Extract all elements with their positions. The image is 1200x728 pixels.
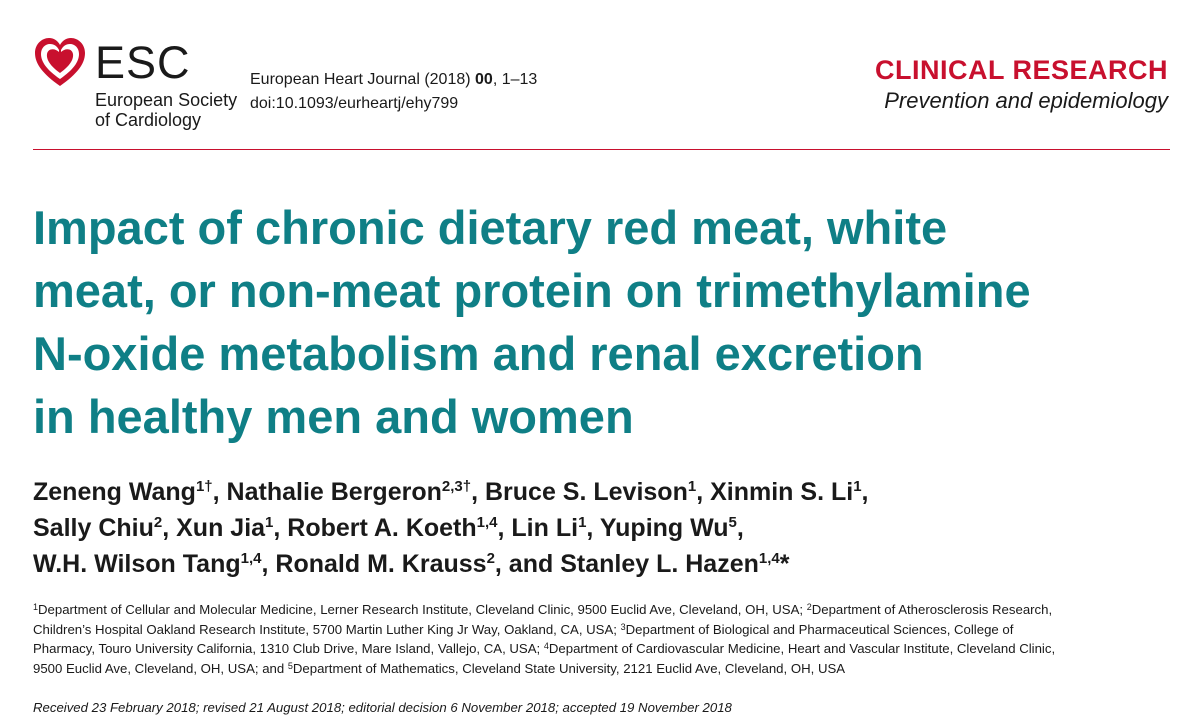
affiliation-text: Department of Biological and Pharmaceuti… xyxy=(625,621,1014,637)
author-separator: , xyxy=(162,514,177,542)
author-name[interactable]: Stanley L. Hazen xyxy=(560,550,759,578)
author-separator: , xyxy=(736,514,744,542)
section-heading: CLINICAL RESEARCH xyxy=(874,55,1168,85)
esc-society-line-1: European Society xyxy=(95,90,238,110)
author-name[interactable]: Xinmin S. Li xyxy=(710,478,854,506)
affiliation-text: Children’s Hospital Oakland Research Ins… xyxy=(33,621,621,637)
affiliation-number: 2 xyxy=(806,602,812,612)
author-separator: , xyxy=(212,478,227,506)
author-name[interactable]: Sally Chiu xyxy=(33,514,154,542)
author-separator: , xyxy=(273,514,288,542)
author-separator: , xyxy=(471,478,485,506)
affiliation-line: 9500 Euclid Ave, Cleveland, OH, USA; and… xyxy=(33,659,1173,679)
affiliation-number: 4 xyxy=(543,641,549,651)
affiliation-text: 9500 Euclid Ave, Cleveland, OH, USA; and xyxy=(33,660,288,676)
esc-society-line-2: of Cardiology xyxy=(95,110,202,130)
author-affiliation-marker: 1† xyxy=(195,478,213,495)
author-separator: , xyxy=(586,514,600,542)
author-line: Sally Chiu2, Xun Jia1, Robert A. Koeth1,… xyxy=(33,510,1173,546)
affiliation-text: Department of Atherosclerosis Research, xyxy=(811,602,1053,617)
title-line: N-oxide metabolism and renal excretion xyxy=(33,327,924,380)
author-affiliation-marker: 1,4 xyxy=(476,514,498,531)
affiliation-text: Department of Cellular and Molecular Med… xyxy=(38,602,807,617)
author-name[interactable]: Ronald M. Krauss xyxy=(275,550,487,578)
affiliation-number: 3 xyxy=(620,621,626,632)
author-separator: , xyxy=(497,514,512,542)
author-list: Zeneng Wang1†, Nathalie Bergeron2,3†, Br… xyxy=(33,474,1173,582)
author-separator: , xyxy=(861,478,869,506)
author-name[interactable]: Zeneng Wang xyxy=(33,478,196,506)
affiliation-text: Pharmacy, Touro University California, 1… xyxy=(33,641,544,656)
article-title: Impact of chronic dietary red meat, whit… xyxy=(33,196,1173,448)
author-affiliation-marker: 1 xyxy=(853,478,862,495)
title-line: meat, or non-meat protein on trimethylam… xyxy=(33,264,1031,317)
journal-name: European Heart Journal (2018) xyxy=(250,71,476,88)
journal-line: European Heart Journal (2018) 00, 1–13 xyxy=(250,68,537,92)
author-name[interactable]: W.H. Wilson Tang xyxy=(33,550,241,578)
author-separator: , and xyxy=(494,550,561,578)
esc-heart-logo-icon xyxy=(35,38,85,86)
author-affiliation-marker: 2 xyxy=(153,514,163,531)
journal-volume: 00 xyxy=(475,71,493,88)
author-name[interactable]: Nathalie Bergeron xyxy=(226,478,442,506)
journal-doi[interactable]: doi:10.1093/eurheartj/ehy799 xyxy=(250,95,459,112)
section-subheading: Prevention and epidemiology xyxy=(884,88,1168,113)
affiliation-number: 1 xyxy=(33,602,39,612)
esc-logo: ESC European Society of Cardiology xyxy=(33,36,253,132)
author-separator: , xyxy=(261,550,276,578)
author-line: W.H. Wilson Tang1,4, Ronald M. Krauss2, … xyxy=(33,546,1173,582)
affiliation-text: Department of Mathematics, Cleveland Sta… xyxy=(292,660,846,676)
author-name[interactable]: Xun Jia xyxy=(176,514,266,542)
author-line: Zeneng Wang1†, Nathalie Bergeron2,3†, Br… xyxy=(33,474,1173,510)
author-name[interactable]: Robert A. Koeth xyxy=(287,514,477,542)
esc-wordmark: ESC xyxy=(95,37,191,88)
header-divider xyxy=(33,149,1170,150)
author-affiliation-marker: 1 xyxy=(578,514,587,531)
author-affiliation-marker: 1 xyxy=(687,478,697,495)
author-affiliation-marker: 1 xyxy=(265,514,274,531)
author-affiliation-marker: 2 xyxy=(486,550,495,567)
author-affiliation-marker: 5 xyxy=(728,514,737,531)
author-name[interactable]: Bruce S. Levison xyxy=(485,478,688,506)
author-affiliation-marker: 2,3† xyxy=(441,478,472,495)
author-affiliation-marker: 1,4 xyxy=(758,550,780,567)
affiliation-line: Pharmacy, Touro University California, 1… xyxy=(33,639,1173,659)
author-separator: , xyxy=(696,478,711,506)
title-line: Impact of chronic dietary red meat, whit… xyxy=(33,201,948,254)
journal-pages: , 1–13 xyxy=(492,71,538,88)
affiliation-line: 1Department of Cellular and Molecular Me… xyxy=(33,600,1173,620)
author-name[interactable]: Yuping Wu xyxy=(599,514,729,542)
journal-citation: European Heart Journal (2018) 00, 1–13 d… xyxy=(250,68,537,116)
author-affiliation-marker: 1,4 xyxy=(240,550,262,567)
title-line: in healthy men and women xyxy=(33,390,634,443)
article-section: CLINICAL RESEARCH Prevention and epidemi… xyxy=(875,54,1168,116)
esc-society-name: European Society of Cardiology xyxy=(95,90,237,130)
author-name[interactable]: Lin Li xyxy=(511,514,579,542)
author-separator: * xyxy=(779,550,790,578)
article-dates: Received 23 February 2018; revised 21 Au… xyxy=(33,700,732,715)
page-header: ESC European Society of Cardiology Europ… xyxy=(0,0,1200,150)
affiliations: 1Department of Cellular and Molecular Me… xyxy=(33,600,1173,678)
affiliation-number: 5 xyxy=(287,660,293,671)
affiliation-text: Department of Cardiovascular Medicine, H… xyxy=(548,641,1056,656)
affiliation-line: Children’s Hospital Oakland Research Ins… xyxy=(33,620,1173,640)
